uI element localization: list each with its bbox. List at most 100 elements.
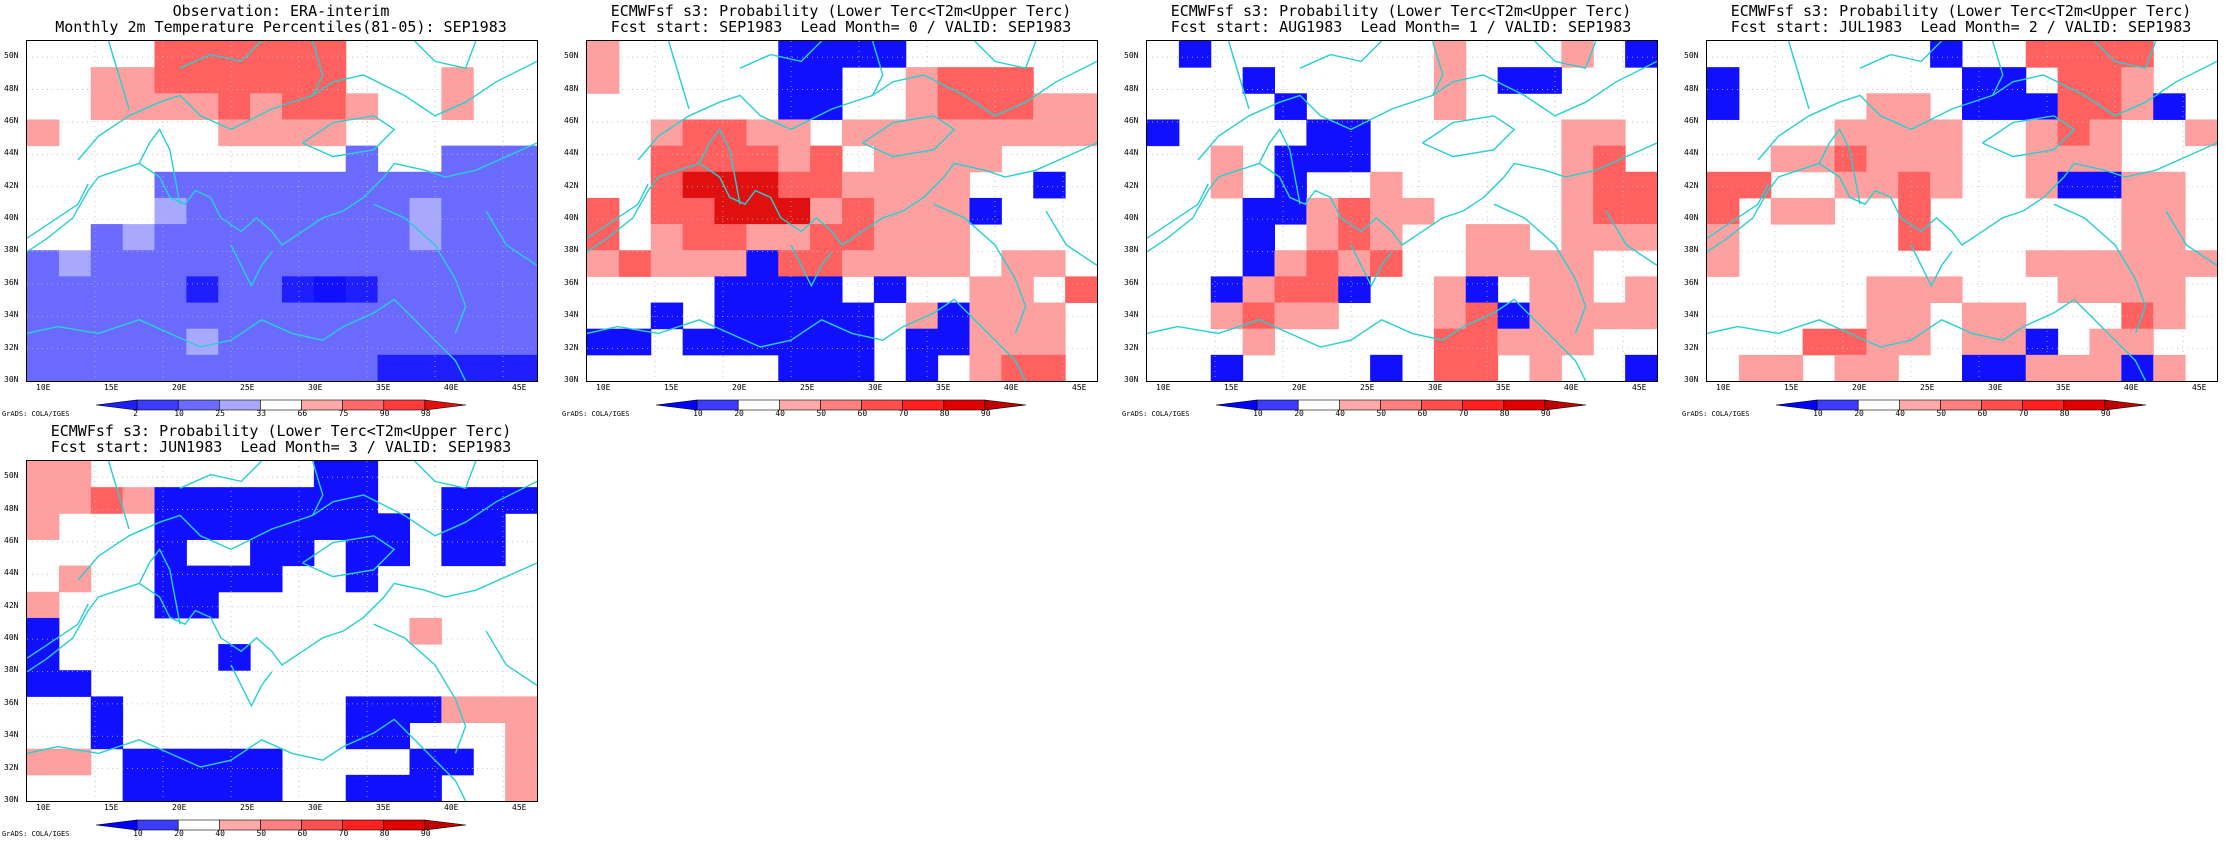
grid-cell <box>27 328 60 356</box>
lat-tick-label: 44N <box>564 148 579 158</box>
grid-cell <box>1529 67 1562 94</box>
grid-cell <box>377 774 411 801</box>
lon-tick-label: 20E <box>172 383 187 392</box>
grid-cell <box>154 487 187 514</box>
lon-tick-label: 30E <box>1988 383 2003 392</box>
grid-cell <box>313 250 347 277</box>
grid-cell <box>1465 328 1499 356</box>
grid-cell <box>810 276 843 304</box>
grid-cell <box>282 250 315 277</box>
colorbar-swatch <box>1816 399 1859 411</box>
grid-cell <box>345 328 379 356</box>
grid-cell <box>1930 41 1963 68</box>
colorbar-label: 2 <box>133 409 138 418</box>
grid-cell <box>186 565 219 593</box>
grid-cell <box>1834 119 1867 147</box>
colorbar-swatch <box>260 819 302 831</box>
lon-tick-label: 25E <box>240 803 255 812</box>
grid-cell <box>2089 250 2122 277</box>
colorbar-swatch <box>1940 399 1982 411</box>
colorbar-swatch <box>136 819 179 831</box>
map-area <box>26 460 538 802</box>
colorbar-label: 90 <box>2100 409 2111 418</box>
coastline <box>698 128 741 205</box>
grid-cell <box>2153 171 2186 199</box>
grid-cell <box>1338 145 1371 173</box>
grid-cell <box>409 197 442 225</box>
grid-cell <box>2153 250 2186 277</box>
grid-cell <box>778 119 811 147</box>
grid-cell <box>778 171 811 199</box>
grid-cell <box>969 276 1002 304</box>
grid-cell <box>778 93 811 120</box>
lon-tick-label: 40E <box>1564 383 1579 392</box>
colorbar-svg <box>95 819 467 831</box>
colorbar: 2 10 25 33 66 75 90 98 <box>95 396 467 422</box>
coastline <box>1147 142 1657 253</box>
grid-cell <box>27 487 60 514</box>
colorbar-label: 80 <box>1499 409 1510 418</box>
lat-tick-label: 50N <box>4 471 19 481</box>
coastline <box>1707 183 1769 239</box>
lon-tick-label: 10E <box>36 383 51 392</box>
coastline <box>27 603 89 659</box>
lat-tick-label: 40N <box>4 633 19 643</box>
coastline <box>1818 128 1861 205</box>
grid-cell <box>1274 302 1307 330</box>
coastline <box>27 298 467 381</box>
grid-cell <box>2025 328 2059 356</box>
grid-cell <box>778 145 811 173</box>
grid-cell <box>282 354 315 381</box>
grid-cell <box>905 197 939 225</box>
coastline <box>373 203 467 334</box>
grid-cell <box>154 224 187 251</box>
grid-cell <box>842 328 875 356</box>
colorbar-svg <box>95 399 467 411</box>
lat-tick-label: 34N <box>564 310 579 320</box>
grid-cell <box>969 354 1002 381</box>
grid-cell <box>218 250 251 277</box>
lat-tick-label: 44N <box>4 148 19 158</box>
grid-cell <box>905 328 939 356</box>
lon-tick-label: 40E <box>1004 383 1019 392</box>
grid-cell <box>282 302 315 330</box>
grid-cell <box>218 302 251 330</box>
grid-cell <box>1993 302 2027 330</box>
grid-cell <box>2121 224 2154 251</box>
grid-cell <box>186 354 219 381</box>
grid-cell <box>714 197 747 225</box>
grid-cell <box>250 171 283 199</box>
grid-cell <box>1561 197 1594 225</box>
grid-cell <box>1770 197 1804 225</box>
grid-cell <box>1274 145 1307 173</box>
grid-cell <box>746 119 779 147</box>
lon-tick-label: 40E <box>2124 383 2139 392</box>
grid-cell <box>714 328 747 356</box>
lat-tick-label: 46N <box>4 535 19 545</box>
grid-cell <box>441 276 474 304</box>
grid-cell <box>90 250 124 277</box>
grid-cell <box>1561 328 1594 356</box>
grid-cell <box>2121 41 2154 68</box>
grid-cell <box>650 145 684 173</box>
grid-cell <box>1738 354 1772 381</box>
grid-cell <box>505 354 537 381</box>
grid-cell <box>154 565 187 593</box>
colorbar-label: 70 <box>2018 409 2029 418</box>
grid-cell <box>937 119 971 147</box>
grid-cell <box>58 487 92 514</box>
grid-cell <box>2057 119 2091 147</box>
map-panel-lead1: ECMWFsf s3: Probability (Lower Terc<T2m<… <box>1120 0 1680 420</box>
map-panel-lead3: ECMWFsf s3: Probability (Lower Terc<T2m<… <box>0 420 560 840</box>
grid-cell <box>682 328 716 356</box>
lat-tick-label: 48N <box>1124 83 1139 93</box>
grid-cell <box>937 93 971 120</box>
grid-cell <box>2025 354 2059 381</box>
coastline <box>587 298 1027 381</box>
grid-cell <box>1593 197 1626 225</box>
lat-tick-label: 40N <box>1124 213 1139 223</box>
grid-cell <box>2089 119 2122 147</box>
grid-cell <box>409 250 442 277</box>
colorbar-label: 50 <box>1936 409 1947 418</box>
